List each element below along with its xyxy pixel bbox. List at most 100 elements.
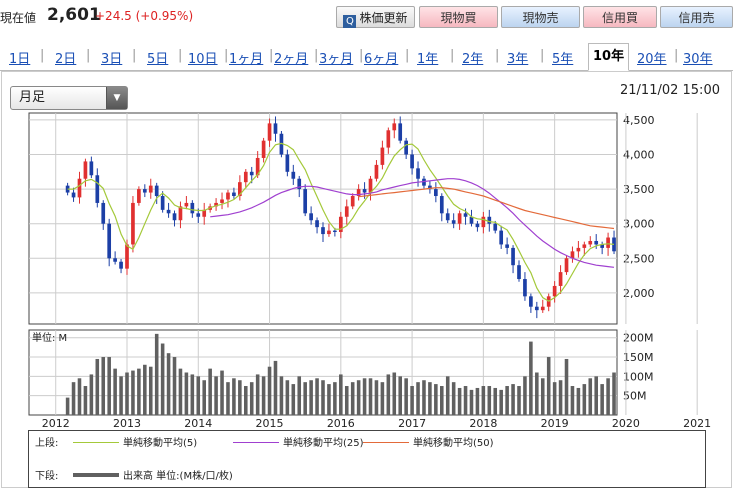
volume-bar [517,386,521,415]
volume-bar [137,368,141,415]
candle-down [463,213,468,217]
interval-select[interactable]: 月足 ▼ [10,86,128,110]
search-icon: Q [343,15,357,28]
x-tick-label: 2012 [42,417,70,430]
legend-swatch-ma25 [233,442,279,443]
candle-down [101,202,106,224]
candle-up [606,237,610,248]
tab-divider: | [269,48,274,63]
tab-3m[interactable]: 3ヶ月 [319,52,354,67]
x-tick-label: 2020 [612,417,640,430]
candle-down [160,196,165,210]
tab-5y[interactable]: 5年 [552,52,574,67]
ma50-line [358,187,615,230]
volume-bar [564,358,569,415]
volume-bar [380,382,385,415]
y-tick-label: 2,500 [623,252,655,265]
interval-select-value: 月足 [19,90,46,105]
margin-sell-button[interactable]: 信用売 [660,6,733,28]
tab-10y[interactable]: 10年 [588,43,630,71]
volume-bar [196,376,201,415]
cash-buy-button[interactable]: 現物買 [419,6,498,28]
volume-bar [404,378,408,415]
tab-1y[interactable]: 1年 [417,52,439,67]
volume-bar [570,386,575,415]
candle-down [493,223,498,231]
legend-swatch-ma50 [363,442,409,443]
candle-up [350,196,355,207]
volume-bar [297,376,302,415]
candle-up [457,213,462,224]
volume-bar [368,378,373,415]
candle-down [273,123,278,134]
candle-up [368,178,373,193]
cash-sell-button[interactable]: 現物売 [501,6,580,28]
legend-lower-label: 下段: [35,471,59,482]
volume-bar [333,382,337,415]
tab-divider: | [450,48,455,63]
legend-item-ma5: 単純移動平均(5) [73,434,197,449]
candle-down [469,216,474,224]
candle-up [125,244,129,269]
volume-bar [535,372,539,415]
candle-down [422,178,426,186]
tab-5d[interactable]: 5日 [147,52,169,67]
tab-3d[interactable]: 3日 [101,52,123,67]
volume-bar [600,384,604,415]
volume-bar [582,384,587,415]
tab-3y[interactable]: 3年 [507,52,529,67]
candle-down [445,213,450,221]
tab-2m[interactable]: 2ヶ月 [274,52,309,67]
volume-axis-label: 単位: M [32,331,67,344]
volume-bar [463,386,468,415]
volume-bar [131,370,135,415]
tab-20y[interactable]: 20年 [637,52,667,67]
tab-divider: | [540,48,545,63]
volume-bar [83,386,88,415]
period-tabs: 1日 | 2日 | 3日 | 5日 | 10日 | 1ヶ月 | 2ヶ月 | 3ヶ… [0,43,733,71]
volume-bar [386,374,391,415]
candle-down [410,154,414,169]
volume-bar [119,376,123,415]
refresh-price-button[interactable]: Q 株価更新 [336,6,415,28]
tab-1m[interactable]: 1ヶ月 [229,52,264,67]
chevron-down-icon: ▼ [106,87,127,109]
candle-up [356,189,361,197]
candle-down [113,258,117,262]
tab-1d[interactable]: 1日 [9,52,31,67]
volume-bar [273,360,278,415]
legend-item-volume: 出来高 単位:(M株/口/枚) [73,467,233,482]
candle-up [374,164,379,179]
candle-down [362,189,367,193]
refresh-label: 株価更新 [359,11,408,25]
volume-bar [523,376,527,415]
volume-bar [226,382,230,415]
candle-up [481,216,486,228]
volume-bar [529,341,533,415]
tab-30y[interactable]: 30年 [683,52,713,67]
volume-bar [445,376,450,415]
tab-6m[interactable]: 6ヶ月 [364,52,399,67]
volume-bar [416,382,420,415]
volume-bar [232,378,236,415]
candle-down [196,213,201,217]
legend-ma50-label: 単純移動平均(50) [413,438,494,449]
margin-buy-button[interactable]: 信用買 [583,6,657,28]
volume-bar [505,386,509,415]
volume-bar [475,387,480,415]
tab-2d[interactable]: 2日 [55,52,77,67]
tab-2y[interactable]: 2年 [462,52,484,67]
tab-10d[interactable]: 10日 [188,52,218,67]
volume-bar [178,368,183,415]
volume-bar [249,382,254,415]
legend-item-ma25: 単純移動平均(25) [233,434,364,449]
legend-item-ma50: 単純移動平均(50) [363,434,494,449]
volume-bar [321,380,325,415]
volume-bar [487,386,492,415]
volume-bar [315,378,319,415]
volume-bar [148,366,153,415]
volume-bar [356,380,361,415]
candle-down [232,192,236,197]
tab-divider: | [359,48,364,63]
volume-bar [279,376,284,415]
